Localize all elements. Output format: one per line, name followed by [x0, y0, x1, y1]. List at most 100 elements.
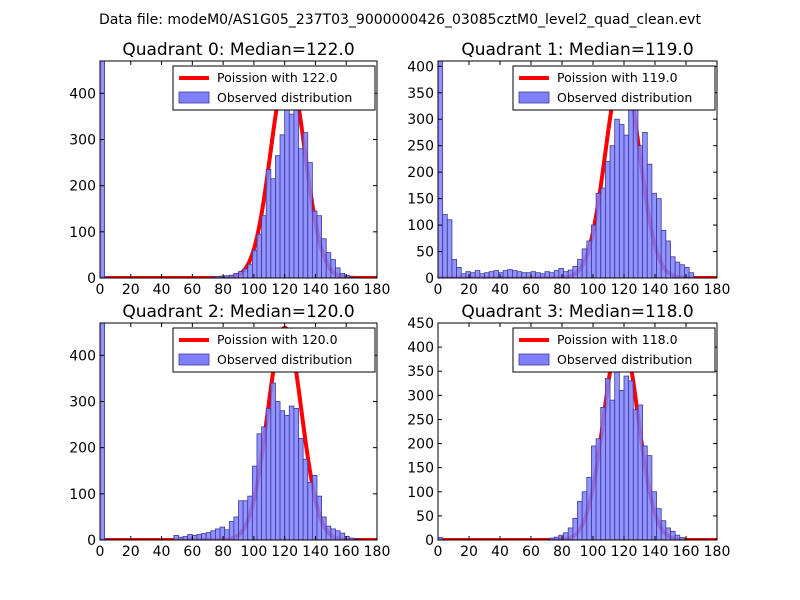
histogram-bar: [201, 533, 207, 540]
histogram-bar: [646, 455, 653, 540]
x-tick-label: 100: [241, 282, 268, 298]
histogram-bar: [674, 534, 681, 540]
legend: Poission with 119.0 Observed distribution: [512, 65, 716, 111]
y-tick-label: 0: [425, 533, 434, 549]
histogram-bar: [325, 252, 332, 278]
histogram-bar: [656, 198, 662, 278]
histogram-bar: [446, 219, 453, 278]
histogram-bar: [679, 264, 685, 278]
axes-frame: [99, 322, 378, 541]
x-tick-label: 80: [214, 282, 232, 298]
histogram-bar: [614, 370, 620, 540]
y-tick-label: 300: [407, 388, 434, 404]
histogram-bar: [279, 134, 286, 278]
y-tick-label: 100: [69, 225, 96, 241]
histogram-bar: [618, 390, 625, 540]
histogram-bar: [684, 267, 690, 278]
histogram-bar: [196, 534, 202, 540]
x-tick-label: 180: [704, 544, 731, 560]
x-tick-label: 140: [302, 544, 329, 560]
x-tick-label: 140: [302, 282, 329, 298]
histogram-bar: [335, 267, 341, 278]
histogram-bar: [637, 145, 644, 278]
y-tick-label: 50: [416, 509, 434, 525]
histogram-bar: [100, 61, 106, 278]
histogram-bar: [228, 521, 235, 540]
x-tick-label: 120: [611, 282, 638, 298]
x-tick-label: 100: [580, 282, 607, 298]
histogram-bar: [591, 224, 597, 278]
x-tick-label: 0: [434, 282, 443, 298]
y-tick-label: 250: [407, 412, 434, 428]
histogram-bar: [530, 271, 537, 278]
histogram-bar: [339, 272, 346, 278]
histogram-bar: [100, 323, 106, 540]
histogram-bar: [567, 269, 574, 278]
histogram-bar: [632, 97, 639, 278]
histogram-bar: [623, 134, 630, 278]
axes-frame: [437, 60, 718, 279]
y-tick-label: 400: [407, 340, 434, 356]
x-tick-label: 120: [271, 544, 298, 560]
y-tick-label: 0: [425, 271, 434, 287]
histogram-bar: [628, 102, 634, 278]
x-tick-label: 100: [580, 544, 607, 560]
x-tick-label: 0: [96, 282, 105, 298]
histogram-bar: [335, 530, 341, 540]
histogram-bar: [205, 532, 212, 540]
legend-patch-swatch: [178, 353, 210, 366]
subplot-title: Quadrant 1: Median=119.0: [461, 40, 693, 60]
subplot-quadrant-2: 0 20 40 60 80 100 120 140 160 1800100200300400Qua…: [69, 302, 390, 560]
y-tick-label: 200: [69, 179, 96, 195]
histogram-bar: [535, 272, 541, 278]
histogram-bar: [577, 259, 583, 278]
histogram-bar: [544, 271, 551, 278]
x-tick-label: 40: [153, 282, 171, 298]
histogram-bar: [623, 375, 630, 540]
histogram-bar: [670, 530, 676, 540]
histogram-bar: [288, 113, 295, 278]
y-tick-label: 100: [407, 485, 434, 501]
subplot-title: Quadrant 2: Median=120.0: [122, 302, 354, 322]
histogram-bar: [316, 215, 323, 278]
x-tick-label: 20: [122, 282, 140, 298]
histogram-bar: [265, 169, 272, 278]
histogram-bar: [187, 534, 193, 540]
y-tick-label: 350: [407, 86, 434, 102]
histogram-bar: [311, 210, 318, 278]
histogram-bar: [307, 481, 313, 540]
x-tick-label: 40: [491, 282, 509, 298]
legend-patch-swatch: [178, 91, 210, 104]
subplot-quadrant-1: 0 20 40 60 80 100 120 140 160 1800501001502002503…: [407, 40, 730, 298]
y-tick-label: 0: [87, 271, 96, 287]
y-tick-label: 0: [87, 533, 96, 549]
histogram-bar: [442, 214, 448, 278]
histogram-bar: [224, 529, 230, 540]
histogram-bar: [674, 261, 681, 278]
histogram-bar: [302, 458, 309, 540]
x-tick-label: 180: [364, 282, 391, 298]
x-tick-label: 160: [673, 544, 700, 560]
histogram-bar: [298, 148, 304, 278]
y-tick-label: 150: [407, 461, 434, 477]
histogram-bar: [521, 272, 527, 278]
y-tick-label: 100: [69, 487, 96, 503]
histogram-bar: [595, 438, 602, 540]
histogram-bar: [321, 516, 327, 540]
x-tick-label: 60: [183, 282, 201, 298]
histogram-bar: [284, 414, 290, 540]
y-tick-label: 200: [69, 441, 96, 457]
x-tick-label: 40: [153, 544, 171, 560]
histogram-bar: [256, 233, 262, 278]
histogram-bar: [191, 534, 198, 540]
histogram-bar: [688, 272, 695, 278]
histogram-bar: [242, 268, 249, 278]
plot-area: [438, 330, 717, 540]
x-tick-label: 20: [460, 282, 478, 298]
x-tick-label: 100: [241, 544, 268, 560]
histogram-bar: [451, 259, 458, 278]
histogram-bar: [173, 534, 179, 540]
x-tick-label: 0: [96, 544, 105, 560]
histogram-bar: [665, 527, 671, 540]
x-tick-label: 60: [183, 544, 201, 560]
